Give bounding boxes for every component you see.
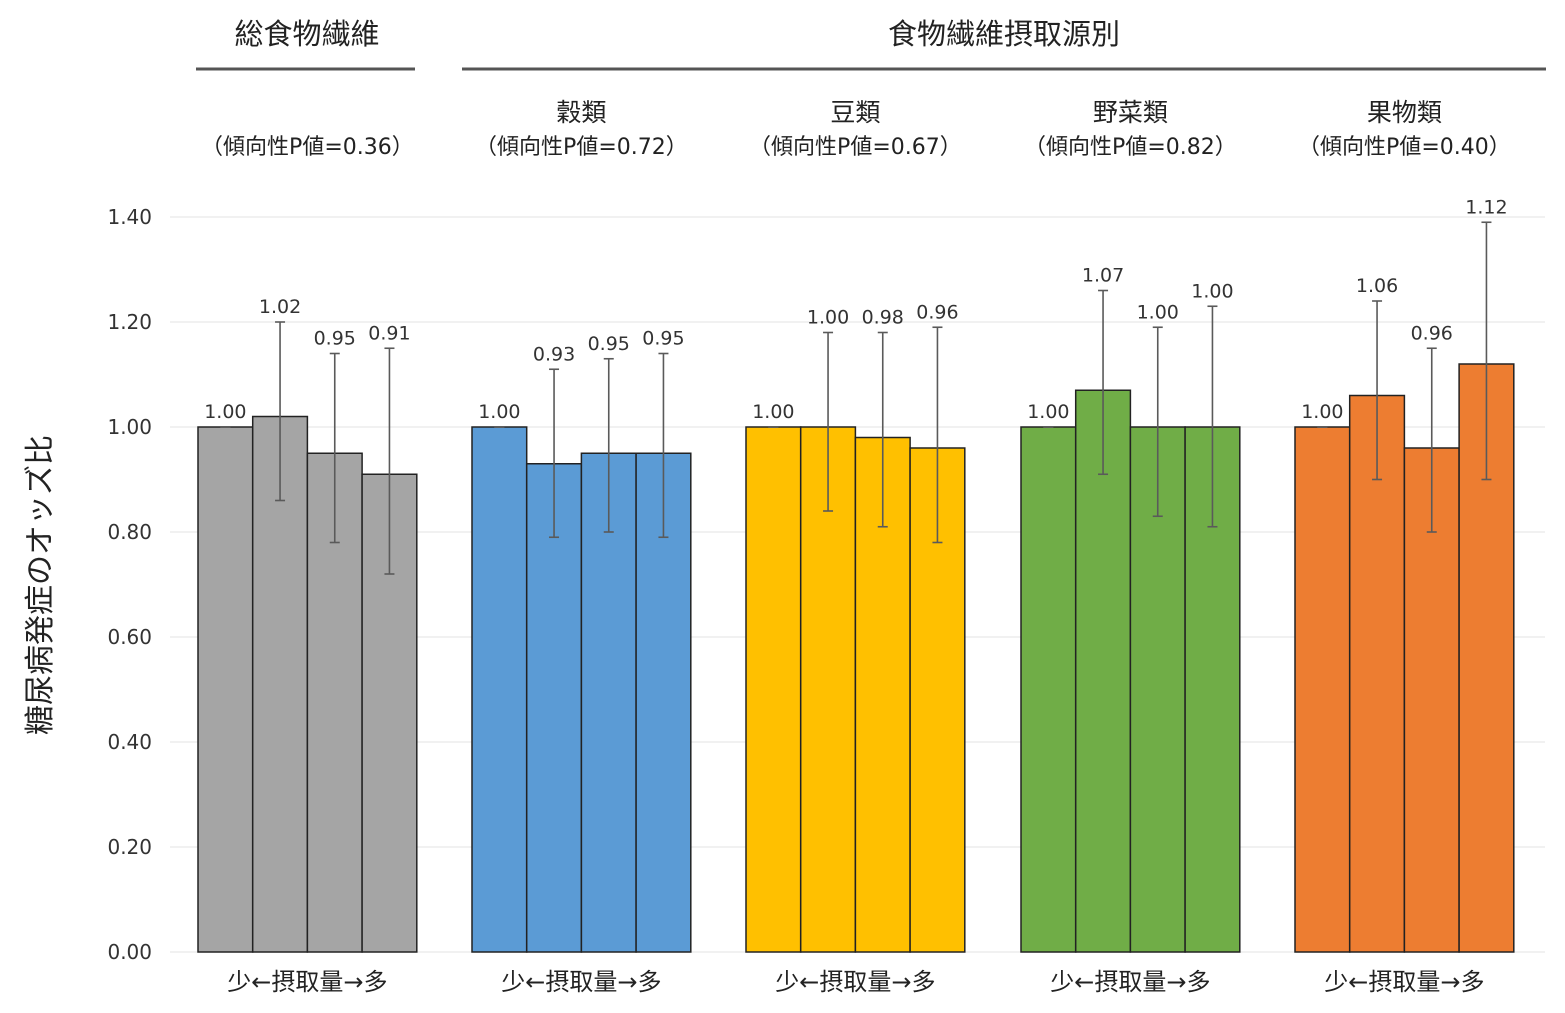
data-label: 1.02	[259, 296, 301, 318]
bar	[1184, 426, 1241, 953]
bar	[1348, 394, 1406, 953]
bar	[1020, 426, 1077, 953]
bar	[251, 415, 309, 953]
header-total: 総食物繊維	[234, 17, 379, 51]
data-label: 1.00	[1191, 280, 1233, 302]
y-tick-label: 0.80	[107, 520, 152, 544]
bar	[1294, 426, 1351, 953]
bar	[799, 426, 857, 953]
data-label: 0.98	[862, 307, 904, 329]
data-label: 1.12	[1465, 196, 1507, 218]
group-title: 豆類	[830, 98, 880, 127]
data-label: 0.91	[368, 322, 410, 344]
data-label: 0.95	[642, 328, 684, 350]
y-tick-label: 0.20	[107, 835, 152, 859]
data-label: 1.00	[807, 307, 849, 329]
x-category-label: 少←摂取量→多	[775, 968, 935, 996]
y-tick-label: 0.40	[107, 730, 152, 754]
trend-p-value: （傾向性P値=0.67）	[749, 135, 962, 160]
data-label: 0.93	[533, 343, 575, 365]
data-label: 1.07	[1082, 265, 1124, 287]
x-category-label: 少←摂取量→多	[1324, 968, 1484, 996]
x-category-label: 少←摂取量→多	[1050, 968, 1210, 996]
trend-p-value: （傾向性P値=0.82）	[1024, 135, 1237, 160]
y-tick-label: 1.40	[107, 205, 152, 229]
data-label: 1.00	[1027, 401, 1069, 423]
data-label: 0.95	[588, 333, 630, 355]
y-tick-label: 1.00	[107, 415, 152, 439]
data-label: 0.96	[916, 301, 958, 323]
group-title: 野菜類	[1093, 98, 1168, 127]
y-tick-label: 1.20	[107, 310, 152, 334]
data-label: 1.00	[752, 401, 794, 423]
data-label: 1.00	[478, 401, 520, 423]
bar	[471, 426, 528, 953]
y-axis-label: 糖尿病発症のオッズ比	[23, 435, 58, 735]
x-category-label: 少←摂取量→多	[501, 968, 661, 996]
data-label: 1.00	[204, 401, 246, 423]
data-label: 1.00	[1137, 301, 1179, 323]
bar	[197, 426, 254, 953]
x-category-label: 少←摂取量→多	[227, 968, 387, 996]
bar	[745, 426, 802, 953]
trend-p-value: （傾向性P値=0.36）	[201, 135, 414, 160]
trend-p-value: （傾向性P値=0.40）	[1298, 135, 1511, 160]
data-label: 1.06	[1356, 275, 1398, 297]
y-tick-label: 0.60	[107, 625, 152, 649]
data-label: 0.95	[314, 328, 356, 350]
data-label: 0.96	[1411, 322, 1453, 344]
data-label: 1.00	[1301, 401, 1343, 423]
bar	[525, 463, 583, 953]
y-tick-label: 0.00	[107, 940, 152, 964]
trend-p-value: （傾向性P値=0.72）	[475, 135, 688, 160]
group-title: 果物類	[1367, 98, 1442, 127]
header-by-source: 食物繊維摂取源別	[888, 17, 1120, 51]
group-title: 穀類	[556, 98, 606, 127]
